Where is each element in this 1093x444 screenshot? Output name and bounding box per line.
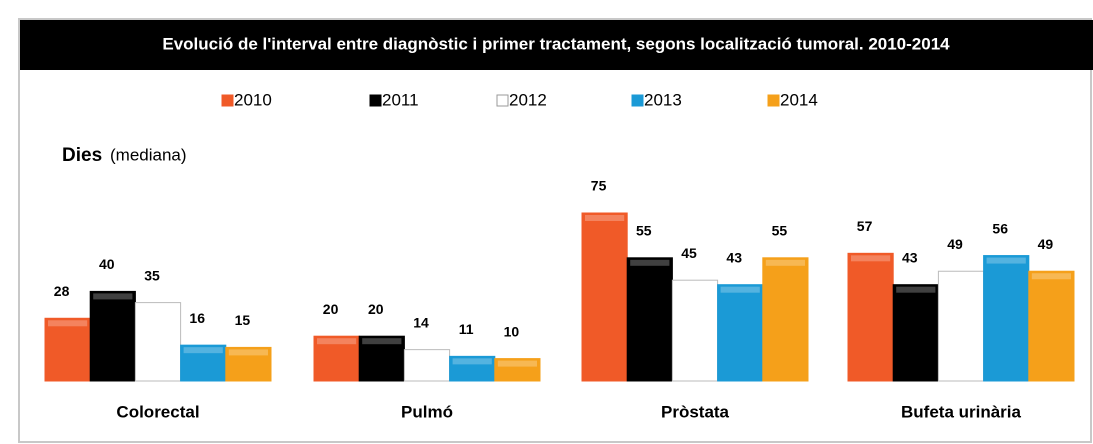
data-label: 45 (681, 245, 697, 261)
data-label: 75 (591, 178, 607, 194)
bar-shine (896, 286, 936, 293)
data-label: 35 (144, 267, 160, 283)
bar-shine (765, 259, 805, 266)
legend-label: 2013 (644, 90, 682, 109)
y-axis-label: Dies (62, 145, 102, 166)
x-tick-label: Colorectal (116, 402, 199, 421)
bar-shine (138, 304, 178, 311)
legend-label: 2014 (780, 90, 818, 109)
bar (494, 358, 541, 382)
data-label: 11 (459, 321, 474, 337)
data-label: 28 (54, 283, 70, 299)
bar (983, 255, 1030, 382)
x-tick-label: Pròstata (661, 402, 730, 421)
x-tick-label: Bufeta urinària (901, 402, 1022, 421)
legend-swatch (631, 94, 644, 107)
data-label: 43 (902, 249, 918, 265)
data-label: 20 (368, 301, 384, 317)
data-label: 10 (504, 323, 520, 339)
bar-shine (317, 338, 357, 345)
bar-shine (585, 215, 625, 221)
bar-shine (48, 320, 88, 327)
legend-swatch (496, 94, 509, 107)
bar (581, 212, 628, 382)
data-label: 55 (636, 223, 652, 239)
legend-swatch (767, 94, 780, 107)
legend-swatch (221, 94, 234, 107)
data-label: 56 (992, 220, 1008, 236)
bar-shine (851, 255, 891, 262)
data-label: 14 (413, 314, 429, 330)
bar-shine (407, 351, 447, 358)
bar-shine (183, 347, 223, 354)
legend-swatch (369, 94, 382, 107)
x-tick-label: Pulmó (401, 402, 453, 421)
data-label: 16 (189, 310, 205, 326)
y-axis-note: (mediana) (110, 145, 187, 164)
title-bar (20, 20, 1093, 70)
bar-shine (452, 358, 492, 365)
bar-shine (1031, 273, 1071, 280)
bar-shine (675, 282, 715, 289)
bar (762, 257, 809, 382)
bar (180, 344, 227, 382)
bar (671, 279, 719, 382)
bar (937, 270, 985, 382)
bar-shine (497, 360, 537, 367)
bar (313, 335, 360, 382)
bar-shine (630, 259, 670, 266)
data-label: 49 (947, 236, 963, 252)
bar (717, 284, 764, 382)
bar (358, 335, 405, 382)
data-label: 49 (1038, 236, 1054, 252)
bar-shine (986, 257, 1026, 264)
data-label: 20 (323, 301, 339, 317)
bar (847, 252, 894, 382)
bar-shine (362, 338, 402, 345)
bar-shine (228, 349, 268, 356)
bar (225, 346, 272, 382)
chart-title: Evolució de l'interval entre diagnòstic … (162, 34, 950, 53)
bar (1028, 270, 1075, 382)
legend-label: 2011 (382, 90, 419, 109)
bar (626, 257, 673, 382)
bar (89, 290, 136, 382)
data-label: 57 (857, 218, 873, 234)
bar-shine (941, 273, 981, 280)
bar (892, 284, 939, 382)
bar (44, 317, 91, 382)
bar-shine (720, 286, 760, 293)
data-label: 55 (772, 223, 788, 239)
bar-shine (93, 293, 133, 300)
bar (134, 302, 182, 382)
data-label: 15 (235, 312, 251, 328)
data-label: 40 (99, 256, 115, 272)
bar (403, 349, 451, 382)
legend-label: 2010 (234, 90, 272, 109)
legend-label: 2012 (509, 90, 547, 109)
data-label: 43 (726, 249, 742, 265)
